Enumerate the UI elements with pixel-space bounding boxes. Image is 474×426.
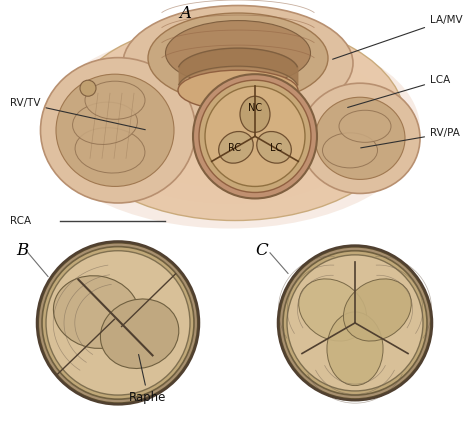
Ellipse shape bbox=[219, 132, 253, 163]
Ellipse shape bbox=[151, 354, 179, 371]
Ellipse shape bbox=[178, 70, 298, 110]
Ellipse shape bbox=[339, 110, 391, 142]
Text: A: A bbox=[179, 5, 191, 22]
Text: RV/TV: RV/TV bbox=[10, 98, 146, 130]
Ellipse shape bbox=[100, 299, 179, 368]
Text: RC: RC bbox=[228, 143, 241, 153]
Circle shape bbox=[193, 74, 317, 199]
Ellipse shape bbox=[165, 20, 310, 86]
Ellipse shape bbox=[56, 74, 174, 187]
Ellipse shape bbox=[88, 53, 373, 204]
Ellipse shape bbox=[64, 275, 93, 298]
Ellipse shape bbox=[40, 58, 195, 203]
Ellipse shape bbox=[300, 83, 420, 193]
Text: LA/MV: LA/MV bbox=[333, 15, 463, 59]
Ellipse shape bbox=[54, 276, 139, 348]
Ellipse shape bbox=[40, 28, 420, 228]
Ellipse shape bbox=[42, 247, 194, 399]
Text: RCA: RCA bbox=[10, 216, 162, 225]
Ellipse shape bbox=[85, 81, 145, 119]
Text: LCA: LCA bbox=[347, 75, 450, 107]
Ellipse shape bbox=[327, 312, 383, 386]
Ellipse shape bbox=[386, 279, 419, 306]
Ellipse shape bbox=[279, 247, 431, 399]
Ellipse shape bbox=[151, 276, 185, 305]
Ellipse shape bbox=[304, 278, 331, 299]
Text: NC: NC bbox=[248, 103, 262, 113]
Ellipse shape bbox=[116, 68, 344, 188]
Text: B: B bbox=[16, 242, 28, 259]
Circle shape bbox=[80, 80, 96, 96]
Ellipse shape bbox=[65, 20, 405, 221]
Ellipse shape bbox=[62, 351, 88, 368]
Ellipse shape bbox=[301, 349, 327, 365]
Ellipse shape bbox=[287, 255, 423, 391]
Ellipse shape bbox=[123, 6, 353, 121]
Text: LC: LC bbox=[270, 143, 282, 153]
Ellipse shape bbox=[315, 97, 405, 179]
Ellipse shape bbox=[63, 40, 397, 216]
Circle shape bbox=[205, 86, 305, 187]
Text: Raphe: Raphe bbox=[129, 354, 167, 403]
Text: RV/PA: RV/PA bbox=[361, 128, 460, 148]
Ellipse shape bbox=[386, 352, 412, 369]
Ellipse shape bbox=[344, 279, 411, 341]
Text: C: C bbox=[255, 242, 268, 259]
Ellipse shape bbox=[322, 133, 377, 168]
Ellipse shape bbox=[283, 251, 427, 395]
Ellipse shape bbox=[148, 13, 328, 103]
Circle shape bbox=[199, 80, 311, 193]
Ellipse shape bbox=[73, 102, 137, 144]
Ellipse shape bbox=[46, 251, 190, 395]
Ellipse shape bbox=[240, 96, 270, 132]
Ellipse shape bbox=[75, 128, 145, 173]
Ellipse shape bbox=[299, 279, 366, 341]
Ellipse shape bbox=[38, 242, 198, 403]
Ellipse shape bbox=[257, 132, 292, 163]
